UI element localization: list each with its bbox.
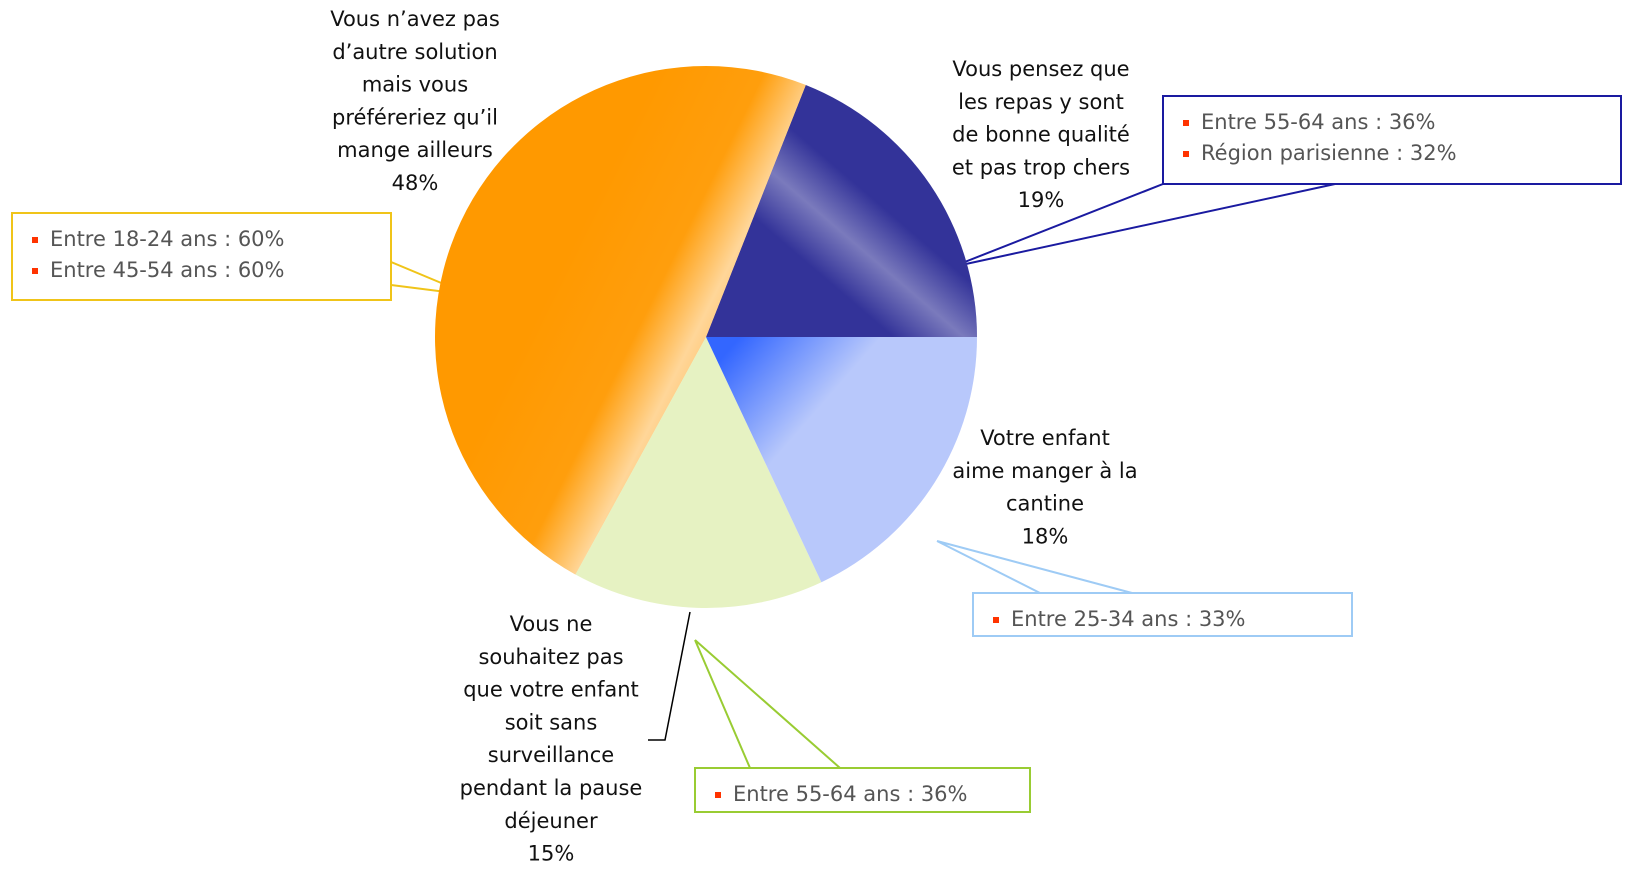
slice-label: cantine <box>1006 492 1084 516</box>
slice-label: Vous pensez que <box>952 57 1129 81</box>
bullet <box>715 792 721 798</box>
pie-slice <box>575 337 822 608</box>
callout-text: Entre 45-54 ans : 60% <box>50 258 285 282</box>
slice-label: les repas y sont <box>958 90 1124 114</box>
callout-text: Entre 18-24 ans : 60% <box>50 227 285 251</box>
leader-line <box>951 183 1336 268</box>
slice-label: préféreriez qu’il <box>332 105 498 129</box>
bullet <box>993 617 999 623</box>
bullet <box>32 237 38 243</box>
slice-shading <box>706 85 977 337</box>
value-label: 15% <box>528 842 575 866</box>
slice-shading <box>434 66 806 575</box>
callout-text: Entre 55-64 ans : 36% <box>733 782 968 806</box>
slice-label: déjeuner <box>504 809 598 833</box>
slice-label: pendant la pause <box>460 776 643 800</box>
slice-label: souhaitez pas <box>478 645 623 669</box>
leader-line <box>648 611 691 741</box>
leader-line <box>694 639 843 769</box>
slice-shading <box>706 337 977 583</box>
callout-text: Entre 55-64 ans : 36% <box>1201 110 1436 134</box>
slice-label: mais vous <box>362 73 468 97</box>
bullet <box>1183 120 1189 126</box>
callout-box <box>1162 95 1622 185</box>
slice-label: que votre enfant <box>463 678 639 702</box>
bullet <box>1183 151 1189 157</box>
callout-text: Région parisienne : 32% <box>1201 141 1457 165</box>
leader-line <box>936 540 1133 594</box>
slice-label: Vous n’avez pas <box>330 7 500 31</box>
slice-label: et pas trop chers <box>952 155 1130 179</box>
slice-label: soit sans <box>505 710 598 734</box>
callout-box <box>11 212 392 301</box>
slice-label: surveillance <box>488 743 614 767</box>
callout-text: Entre 25-34 ans : 33% <box>1011 607 1246 631</box>
slice-label: Votre enfant <box>980 426 1110 450</box>
slice-label: Vous ne <box>510 612 593 636</box>
callout-box <box>972 592 1353 637</box>
callout-box <box>694 767 1031 813</box>
value-label: 18% <box>1022 524 1069 548</box>
bullet <box>32 268 38 274</box>
value-label: 48% <box>392 171 439 195</box>
slice-label: de bonne qualité <box>952 123 1130 147</box>
slice-label: d’autre solution <box>332 40 497 64</box>
slice-label: mange ailleurs <box>337 138 493 162</box>
value-label: 19% <box>1018 188 1065 212</box>
slice-label: aime manger à la <box>952 459 1137 483</box>
